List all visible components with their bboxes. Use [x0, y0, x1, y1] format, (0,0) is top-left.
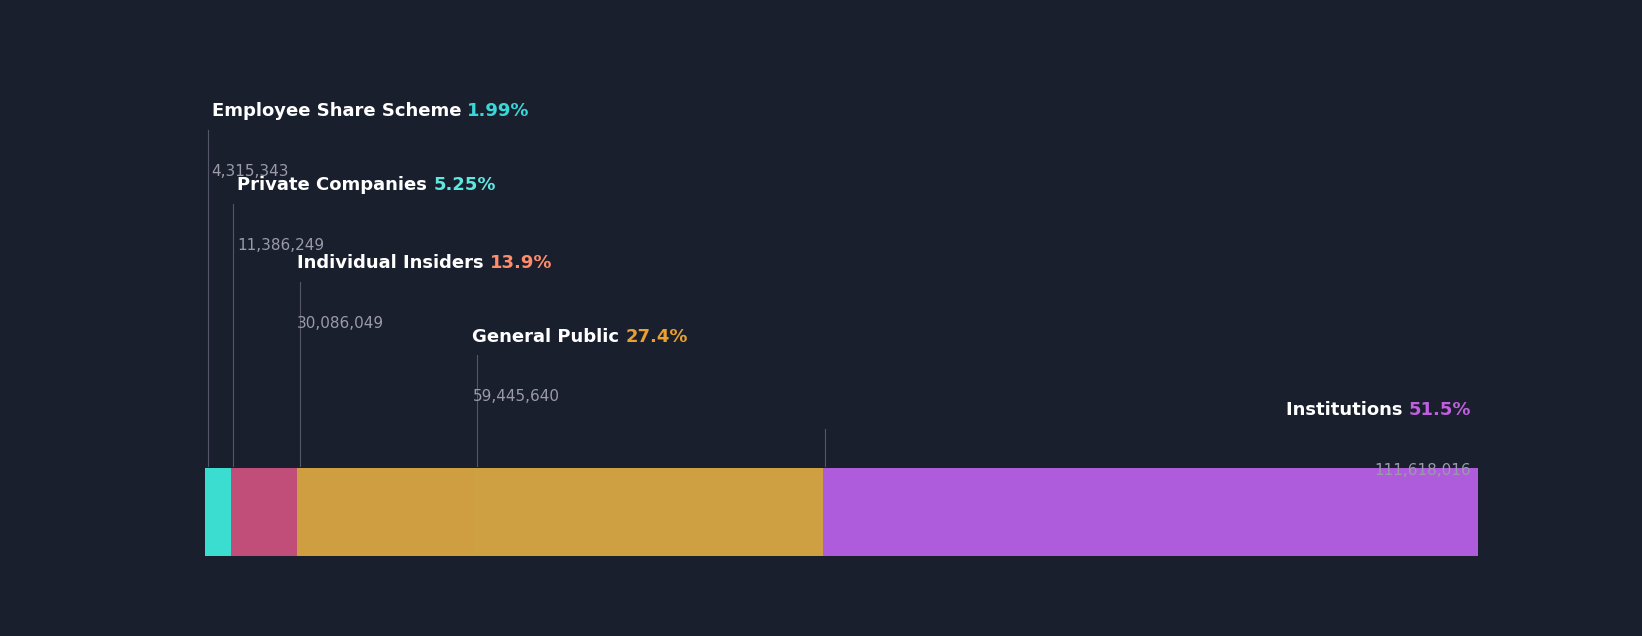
Text: 111,618,016: 111,618,016	[1374, 463, 1471, 478]
Text: 59,445,640: 59,445,640	[473, 389, 560, 404]
Text: General Public: General Public	[473, 328, 626, 346]
Text: 30,086,049: 30,086,049	[297, 316, 384, 331]
Text: 27.4%: 27.4%	[626, 328, 688, 346]
Bar	[205, 468, 230, 556]
Bar	[475, 468, 823, 556]
Text: 11,386,249: 11,386,249	[236, 238, 323, 252]
Text: Private Companies: Private Companies	[236, 176, 433, 194]
Text: Institutions: Institutions	[1286, 401, 1409, 419]
Text: Employee Share Scheme: Employee Share Scheme	[212, 102, 468, 120]
Bar	[230, 468, 297, 556]
Text: 5.25%: 5.25%	[433, 176, 496, 194]
Text: Individual Insiders: Individual Insiders	[297, 254, 489, 272]
Bar	[823, 468, 1478, 556]
Bar	[297, 468, 475, 556]
Text: 1.99%: 1.99%	[468, 102, 530, 120]
Text: 13.9%: 13.9%	[489, 254, 552, 272]
Text: 4,315,343: 4,315,343	[212, 164, 289, 179]
Text: 51.5%: 51.5%	[1409, 401, 1471, 419]
